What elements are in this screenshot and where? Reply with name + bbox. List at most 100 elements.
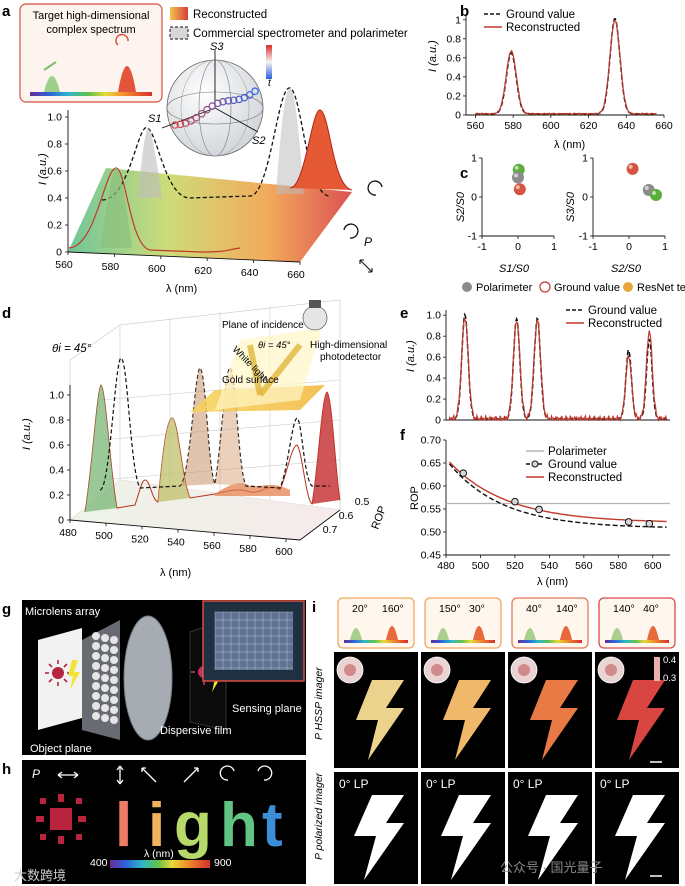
panel-a-p-label: P xyxy=(364,235,372,249)
panel-c-right-xlabel: S2/S0 xyxy=(611,263,642,275)
panel-f-legend-ground: Ground value xyxy=(548,459,617,471)
word-letter: i xyxy=(148,791,165,860)
inset-detector-1: High-dimensional xyxy=(310,340,387,351)
y-tick-label: 0.6 xyxy=(446,52,461,64)
y-tick-label: 0.6 xyxy=(47,166,62,178)
ground-point xyxy=(511,497,519,506)
y-tick-label: 1 xyxy=(455,14,461,26)
microlens xyxy=(92,692,100,700)
panel-c-right-plot: -1 0 1 1 0 -1 xyxy=(579,153,668,254)
y-tick-label: 1 xyxy=(471,153,477,165)
x-tick-label: -1 xyxy=(477,241,486,253)
y-tick-label: 0.4 xyxy=(446,71,461,83)
microlens xyxy=(92,642,100,650)
panel-e-legend-ground: Ground value xyxy=(588,305,657,317)
x-tick-label: 0 xyxy=(515,241,521,253)
microlens xyxy=(92,672,100,680)
y-tick-label: 0 xyxy=(455,110,461,122)
trajectory-dot xyxy=(235,95,243,104)
legend-recon-swatch xyxy=(170,7,188,20)
ground-point xyxy=(535,505,543,514)
x-tick-label: -1 xyxy=(588,241,597,253)
microlens xyxy=(101,674,109,682)
y-tick-label: 0.50 xyxy=(421,527,442,539)
inset-detector-2: photodetector xyxy=(320,352,382,363)
microlens xyxy=(92,682,100,690)
panel-f-legend-ground-marker xyxy=(531,460,539,468)
x-tick-label: 580 xyxy=(239,543,257,555)
rotate-cw-icon xyxy=(367,180,383,196)
y-tick-label: 0.8 xyxy=(426,331,441,343)
hssp-bolt-icon xyxy=(530,680,578,760)
scale-mid: λ (nm) xyxy=(144,848,174,860)
y-tick-label: 0.55 xyxy=(421,504,442,516)
y-tick-label: 0.60 xyxy=(421,481,442,493)
trajectory-dot xyxy=(229,96,238,105)
t-colorbar xyxy=(266,45,272,79)
x-tick-label: 640 xyxy=(618,120,636,132)
sphere-s2-axis xyxy=(214,107,259,133)
panel-d-raxis xyxy=(299,509,341,541)
panel-f-legend-pol: Polarimeter xyxy=(548,446,607,458)
scale-low: 0.3 xyxy=(663,673,676,684)
watermark-left: 大数跨境 xyxy=(14,868,66,883)
angle-red: 160° xyxy=(382,603,404,615)
panel-b-axes: 560 580 600 620 640 660 0 0.2 0.4 0.6 0.8 1 xyxy=(446,14,673,132)
t-label: t xyxy=(268,78,272,89)
panel-a-label: a xyxy=(2,3,11,20)
legend-reconstructed: Reconstructed xyxy=(193,9,267,21)
sphere-s3: S3 xyxy=(210,41,224,53)
microlens xyxy=(92,652,100,660)
lp-label: 0° LP xyxy=(513,777,542,791)
trajectory-dot xyxy=(213,99,222,108)
polarized-bolt-icon xyxy=(441,795,491,880)
watermark-right: 公众号 · 国光量子 xyxy=(500,860,603,875)
red-peak xyxy=(473,626,485,640)
panel-g-label: g xyxy=(2,601,11,618)
panel-d-olive-peak xyxy=(158,418,190,502)
x-tick-label: 520 xyxy=(131,533,149,545)
incident-beam xyxy=(247,344,263,396)
panel-f-ground-points xyxy=(459,469,654,528)
y-tick-label: 0.4 xyxy=(47,193,62,205)
y-tick-label: 0.4 xyxy=(426,373,441,385)
inset-rainbow xyxy=(30,92,152,96)
panel-c-left-xlabel: S1/S0 xyxy=(499,263,530,275)
hssp-scalebar xyxy=(654,657,660,681)
x-tick-label: 560 xyxy=(575,560,593,572)
x-tick-label: 600 xyxy=(542,120,560,132)
dispersive-film xyxy=(123,615,173,741)
x-tick-label: 1 xyxy=(551,241,557,253)
panel-d-ylabel: I (a.u.) xyxy=(21,418,33,450)
panel-c-label: c xyxy=(460,165,468,182)
panel-d-theta: θi = 45° xyxy=(52,343,92,355)
scatter-highlight xyxy=(644,185,649,190)
rop-tick-label: 0.7 xyxy=(323,524,338,536)
x-tick-label: 620 xyxy=(580,120,598,132)
microlens xyxy=(110,676,118,684)
word-letter: h xyxy=(220,791,258,860)
angle-spectrum xyxy=(431,640,495,643)
x-tick-label: 660 xyxy=(287,269,305,281)
trajectory-dot xyxy=(251,87,259,96)
panel-b-legend-recon: Reconstructed xyxy=(506,22,580,34)
y-tick-label: 0.65 xyxy=(421,458,442,470)
y-tick-label: 0.70 xyxy=(421,435,442,447)
lp-label: 0° LP xyxy=(600,777,629,791)
microlens xyxy=(110,646,118,654)
panel-a: a Target high-dimensional complex spectr… xyxy=(2,3,408,295)
microlens xyxy=(101,704,109,712)
pixel-sun-icon xyxy=(36,794,86,844)
panel-d-brown-peak-2 xyxy=(215,368,246,486)
x-tick-label: 540 xyxy=(167,537,185,549)
angle-green: 140° xyxy=(613,603,635,615)
panel-d-green-peak xyxy=(85,385,117,512)
angle-red: 140° xyxy=(556,603,578,615)
panel-i-label: i xyxy=(312,599,316,616)
sphere-s1-axis xyxy=(161,107,216,129)
ground-point xyxy=(645,519,654,528)
sphere-s1: S1 xyxy=(148,113,161,125)
angle-red: 30° xyxy=(469,603,485,615)
legend-ground-dot xyxy=(539,281,551,293)
